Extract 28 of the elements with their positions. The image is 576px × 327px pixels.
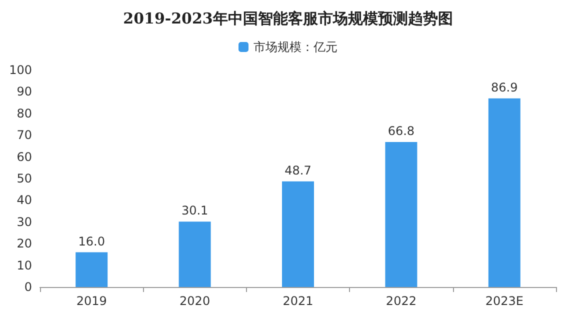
bar xyxy=(282,181,314,287)
bar xyxy=(488,98,520,287)
data-label: 66.8 xyxy=(388,124,415,138)
data-label: 30.1 xyxy=(181,204,208,218)
y-tick-label: 0 xyxy=(24,280,32,294)
y-tick-label: 20 xyxy=(16,236,32,251)
bar xyxy=(385,142,418,287)
x-tick-label: 2021 xyxy=(282,294,314,308)
y-tick-label: 70 xyxy=(16,128,32,142)
y-tick-label: 30 xyxy=(16,214,32,229)
y-tick-label: 10 xyxy=(16,258,32,272)
y-tick-label: 80 xyxy=(16,106,32,120)
y-tick-label: 100 xyxy=(9,63,32,77)
y-tick-label: 40 xyxy=(16,193,32,208)
bar xyxy=(76,252,108,287)
data-label: 86.9 xyxy=(491,80,518,94)
chart-title: 2019-2023年中国智能客服市场规模预测趋势图 xyxy=(123,10,453,28)
y-tick-label: 50 xyxy=(16,172,32,186)
x-tick-label: 2019 xyxy=(76,294,107,308)
data-label: 16.0 xyxy=(78,234,105,248)
x-tick-label: 2020 xyxy=(180,294,210,308)
y-tick-label: 60 xyxy=(16,150,32,164)
x-tick-label: 2023E xyxy=(485,294,524,308)
y-tick-label: 90 xyxy=(16,84,32,99)
x-tick-label: 2022 xyxy=(386,294,416,308)
data-label: 48.7 xyxy=(284,163,312,178)
bar xyxy=(178,222,211,287)
legend-label: 市场规模：亿元 xyxy=(254,40,338,54)
